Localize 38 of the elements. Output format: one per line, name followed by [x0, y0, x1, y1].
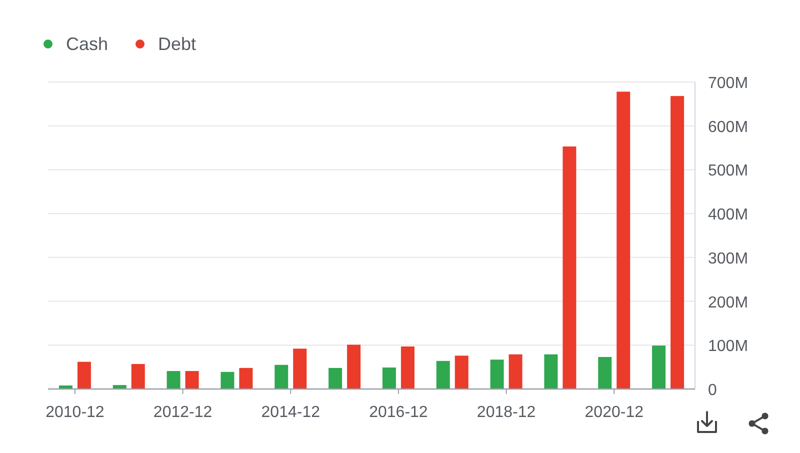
bar	[220, 372, 234, 389]
x-tick-label: 2014-12	[261, 404, 320, 421]
y-tick-label: 500M	[708, 162, 748, 180]
bar	[274, 364, 288, 389]
y-tick-label: 600M	[708, 118, 748, 136]
y-tick-label: 300M	[708, 250, 748, 268]
bar	[328, 368, 342, 389]
bar	[382, 368, 396, 389]
y-tick-label: 100M	[708, 338, 748, 356]
y-tick-label: 700M	[708, 75, 748, 92]
bar	[77, 362, 91, 389]
bar	[293, 348, 307, 389]
x-tick-label: 2016-12	[369, 404, 428, 421]
bar	[670, 96, 684, 389]
bar	[436, 360, 450, 389]
bar	[239, 368, 253, 389]
legend-label: Cash	[66, 34, 108, 54]
bar	[616, 92, 630, 389]
bar	[598, 356, 612, 389]
bar	[166, 371, 180, 389]
bar	[454, 356, 468, 389]
bar	[652, 346, 666, 389]
x-tick-label: 2010-12	[46, 404, 104, 421]
x-tick-label: 2012-12	[153, 404, 212, 421]
x-tick-label: 2020-12	[584, 404, 644, 421]
bar	[490, 360, 504, 389]
bar	[131, 364, 145, 389]
legend-label: Debt	[158, 34, 196, 54]
y-tick-label: 200M	[708, 294, 748, 312]
bar	[400, 346, 414, 389]
bar	[185, 371, 199, 389]
y-tick-label: 0	[708, 382, 717, 399]
bar	[562, 146, 576, 389]
bar	[544, 354, 558, 389]
x-tick-label: 2018-12	[476, 404, 536, 421]
bar	[347, 344, 361, 389]
bar	[508, 354, 522, 389]
y-tick-label: 400M	[708, 206, 748, 224]
